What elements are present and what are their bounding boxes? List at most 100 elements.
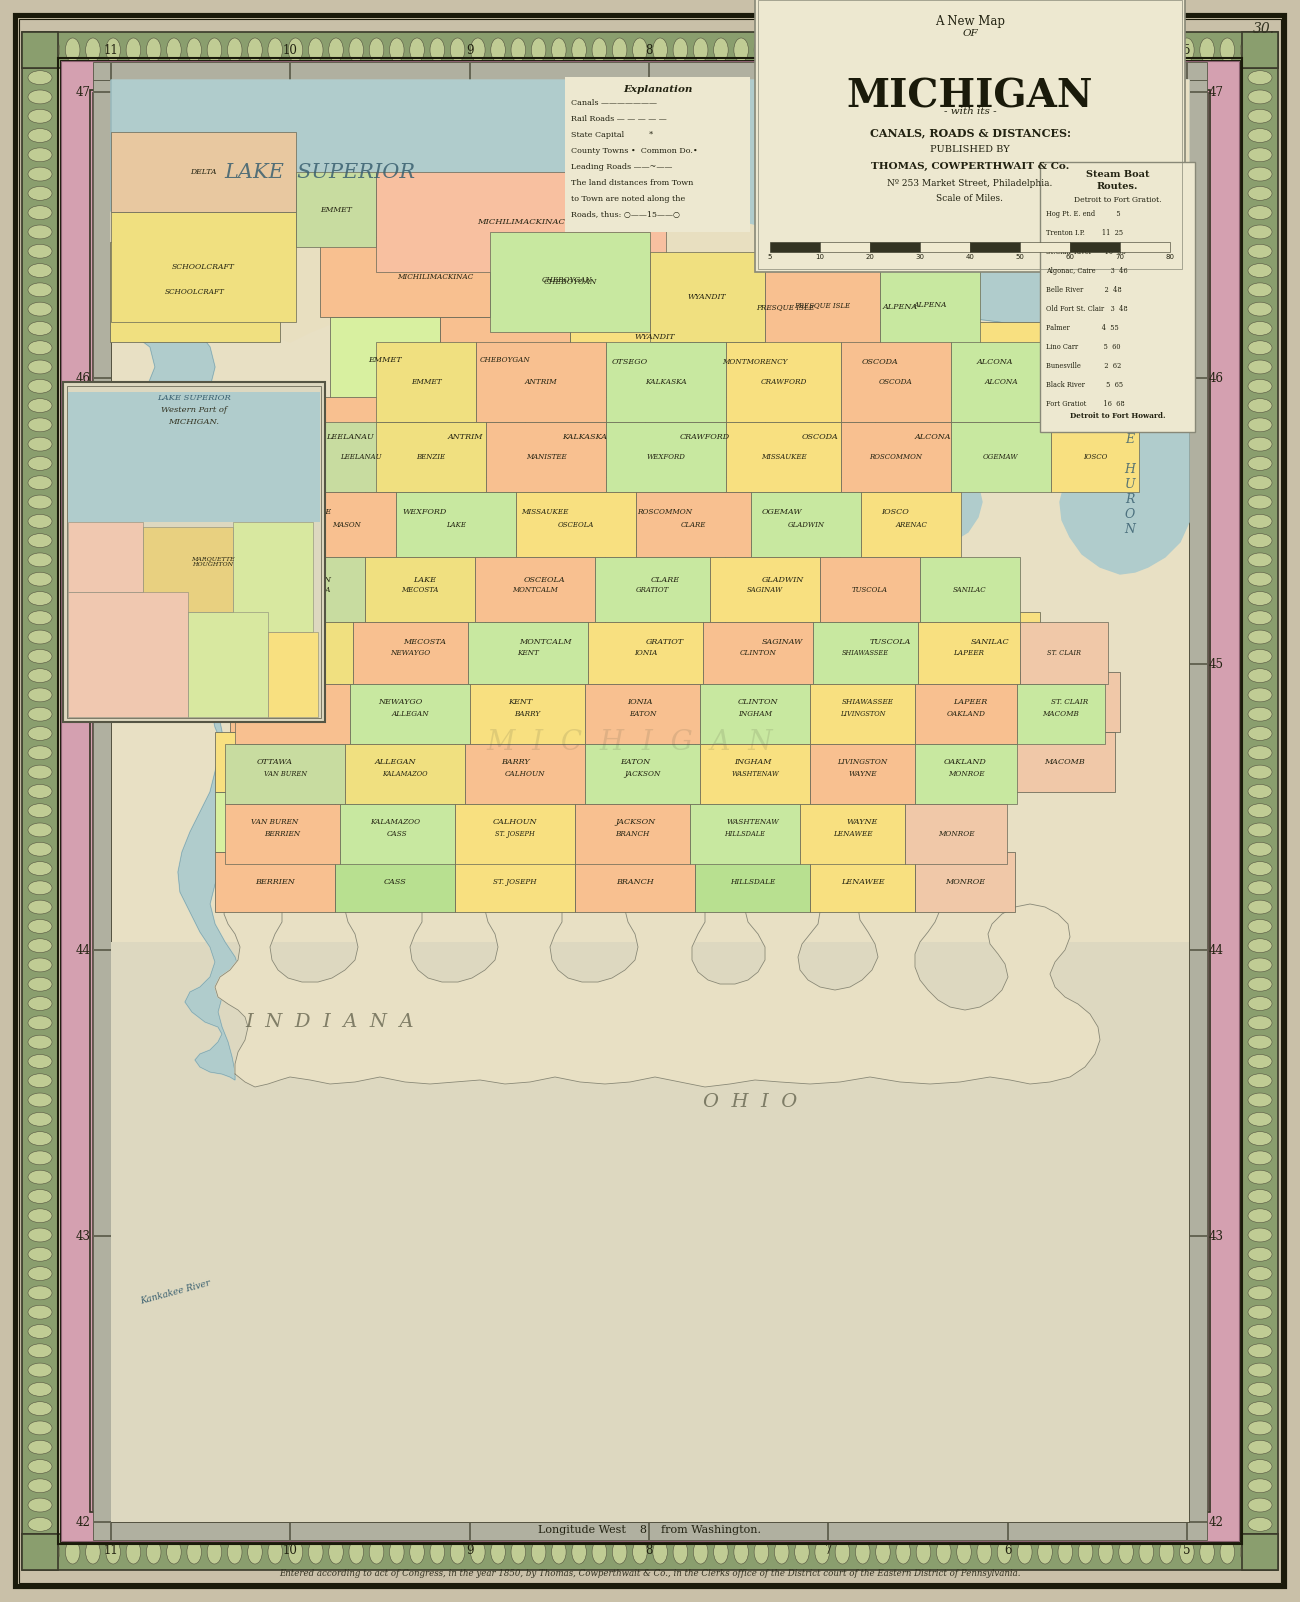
Bar <box>68 386 321 718</box>
Ellipse shape <box>29 727 52 740</box>
Text: MONTCALM: MONTCALM <box>512 586 558 594</box>
Ellipse shape <box>86 1540 100 1564</box>
Text: CRAWFORD: CRAWFORD <box>760 378 807 386</box>
Bar <box>485 546 604 612</box>
Ellipse shape <box>612 38 627 62</box>
Ellipse shape <box>1248 495 1271 509</box>
Ellipse shape <box>1119 38 1134 62</box>
Bar <box>94 948 111 952</box>
Ellipse shape <box>734 1540 749 1564</box>
Bar <box>915 743 1017 804</box>
Ellipse shape <box>1248 224 1271 239</box>
Bar <box>710 557 820 622</box>
Bar <box>485 612 604 671</box>
Bar <box>647 1522 650 1540</box>
Text: ALCONA: ALCONA <box>914 433 950 441</box>
Bar <box>699 743 810 804</box>
Text: ALPENA: ALPENA <box>883 303 918 311</box>
Bar <box>94 1522 1206 1540</box>
Ellipse shape <box>1037 38 1052 62</box>
Text: MICHIGAN: MICHIGAN <box>846 77 1093 115</box>
Text: GRATIOT: GRATIOT <box>646 638 684 646</box>
Ellipse shape <box>25 1540 39 1564</box>
Text: 42: 42 <box>1209 1515 1223 1528</box>
Bar <box>296 492 396 557</box>
Text: BRANCH: BRANCH <box>615 830 650 838</box>
Text: 5: 5 <box>768 255 772 260</box>
Ellipse shape <box>29 610 52 625</box>
Text: CLARE: CLARE <box>681 521 706 529</box>
Ellipse shape <box>29 804 52 817</box>
Text: EATON: EATON <box>620 758 650 766</box>
Ellipse shape <box>450 38 465 62</box>
Bar <box>699 671 815 732</box>
Ellipse shape <box>633 1540 647 1564</box>
Ellipse shape <box>29 457 52 471</box>
Ellipse shape <box>1248 977 1271 992</box>
Ellipse shape <box>29 920 52 934</box>
Text: IONIA: IONIA <box>627 698 653 706</box>
Ellipse shape <box>855 38 870 62</box>
Bar <box>230 671 341 732</box>
Bar <box>1190 376 1206 380</box>
Bar <box>915 852 1015 912</box>
Bar <box>365 546 485 612</box>
Text: PRESQUE ISLE: PRESQUE ISLE <box>794 301 850 309</box>
Ellipse shape <box>29 1306 52 1318</box>
Text: 10: 10 <box>283 1544 298 1557</box>
Ellipse shape <box>29 977 52 992</box>
Ellipse shape <box>29 1498 52 1512</box>
Bar <box>396 492 516 557</box>
Text: MICHILIMACKINAC: MICHILIMACKINAC <box>477 218 566 226</box>
Ellipse shape <box>29 1383 52 1397</box>
Ellipse shape <box>1058 1540 1072 1564</box>
Ellipse shape <box>653 38 667 62</box>
Bar <box>696 852 810 912</box>
Ellipse shape <box>1248 109 1271 123</box>
Ellipse shape <box>29 90 52 104</box>
Text: MECOSTA: MECOSTA <box>403 638 446 646</box>
Bar <box>406 397 525 477</box>
Bar <box>580 671 699 732</box>
Text: 50: 50 <box>1015 255 1024 260</box>
Bar <box>471 684 585 743</box>
Ellipse shape <box>1248 766 1271 779</box>
Ellipse shape <box>1248 1306 1271 1318</box>
Ellipse shape <box>916 1540 931 1564</box>
Text: INGHAM: INGHAM <box>738 710 772 718</box>
Ellipse shape <box>29 284 52 296</box>
Ellipse shape <box>1240 38 1254 62</box>
Ellipse shape <box>329 1540 343 1564</box>
Ellipse shape <box>166 38 181 62</box>
Text: 5: 5 <box>1183 43 1191 58</box>
Ellipse shape <box>29 322 52 335</box>
Bar <box>268 633 318 718</box>
Bar <box>290 1522 291 1540</box>
Ellipse shape <box>29 1517 52 1532</box>
Ellipse shape <box>633 38 647 62</box>
Ellipse shape <box>1248 939 1271 953</box>
Text: 9: 9 <box>465 43 473 58</box>
Bar <box>376 341 476 421</box>
Ellipse shape <box>25 38 39 62</box>
Bar <box>636 492 751 557</box>
Bar <box>758 0 1182 269</box>
Ellipse shape <box>29 399 52 412</box>
Bar <box>690 804 800 863</box>
Text: 44: 44 <box>75 944 91 956</box>
Bar <box>111 242 280 341</box>
Bar <box>265 557 365 622</box>
Bar <box>915 684 1017 743</box>
Text: Hog Pt. E. end          5: Hog Pt. E. end 5 <box>1046 210 1121 218</box>
Text: MECOSTA: MECOSTA <box>402 586 438 594</box>
Bar <box>1040 162 1195 433</box>
Text: MISSAUKEE: MISSAUKEE <box>521 508 568 516</box>
Ellipse shape <box>1179 1540 1195 1564</box>
Bar <box>485 477 604 546</box>
Ellipse shape <box>1098 1540 1113 1564</box>
Ellipse shape <box>1248 1190 1271 1203</box>
Text: MACOMB: MACOMB <box>1043 710 1079 718</box>
Text: Old Fort St. Clair   3  48: Old Fort St. Clair 3 48 <box>1046 304 1127 312</box>
Ellipse shape <box>29 1150 52 1165</box>
Text: GRATIOT: GRATIOT <box>636 586 670 594</box>
